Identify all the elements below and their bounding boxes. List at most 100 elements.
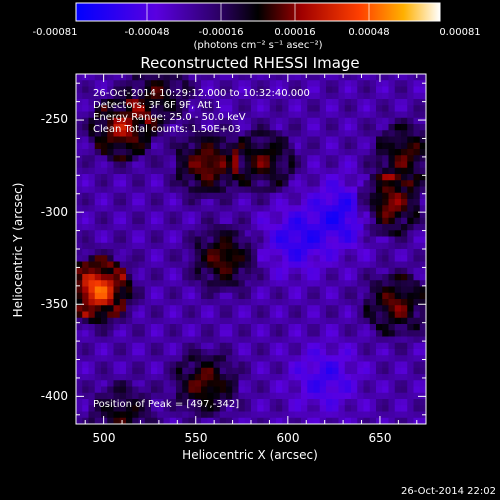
heatmap-cell xyxy=(413,105,421,112)
heatmap-cell xyxy=(138,105,146,112)
heatmap-cell xyxy=(113,299,121,306)
heatmap-cell xyxy=(307,99,314,106)
heatmap-cell xyxy=(388,261,396,269)
heatmap-cell xyxy=(182,167,189,175)
heatmap-cell xyxy=(194,380,202,387)
heatmap-cell xyxy=(394,311,402,319)
heatmap-cell xyxy=(226,86,233,94)
heatmap-cell xyxy=(107,186,114,194)
heatmap-cell xyxy=(207,124,214,131)
heatmap-cell xyxy=(182,249,189,256)
heatmap-cell xyxy=(226,411,233,419)
heatmap-cell xyxy=(394,80,402,87)
heatmap-cell xyxy=(419,361,427,369)
heatmap-cell xyxy=(151,111,158,119)
heatmap-cell xyxy=(126,417,133,425)
heatmap-cell xyxy=(82,305,89,312)
heatmap-cell xyxy=(238,74,246,81)
heatmap-cell xyxy=(388,405,396,412)
heatmap-cell xyxy=(219,380,227,387)
heatmap-cell xyxy=(282,142,289,150)
heatmap-cell xyxy=(251,299,258,306)
heatmap-cell xyxy=(238,342,246,350)
heatmap-cell xyxy=(263,167,271,175)
heatmap-cell xyxy=(194,180,202,187)
heatmap-cell xyxy=(263,80,271,87)
heatmap-cell xyxy=(332,74,339,81)
heatmap-cell xyxy=(363,355,371,362)
heatmap-cell xyxy=(194,399,202,406)
heatmap-cell xyxy=(407,392,414,400)
heatmap-cell xyxy=(301,417,308,425)
heatmap-cell xyxy=(119,192,127,200)
heatmap-cell xyxy=(213,211,221,219)
heatmap-cell xyxy=(319,155,327,162)
heatmap-cell xyxy=(76,99,83,106)
heatmap-cell xyxy=(201,105,208,112)
heatmap-cell xyxy=(88,249,96,256)
heatmap-cell xyxy=(307,86,314,94)
heatmap-cell xyxy=(338,249,346,256)
heatmap-cell xyxy=(307,74,314,81)
heatmap-cell xyxy=(369,124,377,131)
heatmap-cell xyxy=(301,336,308,344)
heatmap-cell xyxy=(157,267,164,275)
heatmap-cell xyxy=(257,74,264,81)
heatmap-cell xyxy=(232,230,239,237)
heatmap-cell xyxy=(326,405,333,412)
heatmap-cell xyxy=(132,367,139,375)
heatmap-cell xyxy=(107,324,114,331)
heatmap-cell xyxy=(238,292,246,300)
heatmap-cell xyxy=(363,80,371,87)
heatmap-cell xyxy=(332,155,339,162)
heatmap-cell xyxy=(151,80,158,87)
heatmap-cell xyxy=(376,286,383,294)
heatmap-cell xyxy=(157,149,164,156)
heatmap-cell xyxy=(88,117,96,125)
heatmap-cell xyxy=(76,242,83,250)
heatmap-cell xyxy=(301,211,308,219)
heatmap-cell xyxy=(126,361,133,369)
heatmap-cell xyxy=(263,386,271,394)
heatmap-cell xyxy=(344,224,352,231)
heatmap-cell xyxy=(401,155,408,162)
heatmap-cell xyxy=(294,299,302,306)
heatmap-cell xyxy=(301,367,308,375)
heatmap-cell xyxy=(301,199,308,206)
heatmap-cell xyxy=(288,205,296,212)
heatmap-cell xyxy=(113,99,121,106)
heatmap-cell xyxy=(244,142,252,150)
heatmap-cell xyxy=(144,405,152,412)
heatmap-cell xyxy=(182,205,189,212)
heatmap-cell xyxy=(119,292,127,300)
heatmap-cell xyxy=(307,280,314,287)
heatmap-cell xyxy=(169,174,177,181)
heatmap-cell xyxy=(388,205,396,212)
heatmap-cell xyxy=(169,280,177,287)
heatmap-cell xyxy=(294,342,302,350)
heatmap-cell xyxy=(132,192,139,200)
heatmap-cell xyxy=(88,330,96,337)
heatmap-cell xyxy=(169,130,177,137)
heatmap-cell xyxy=(144,255,152,262)
heatmap-cell xyxy=(151,317,158,325)
heatmap-cell xyxy=(226,124,233,131)
heatmap-cell xyxy=(126,399,133,406)
heatmap-cell xyxy=(201,267,208,275)
heatmap-cell xyxy=(332,192,339,200)
heatmap-cell xyxy=(138,149,146,156)
heatmap-cell xyxy=(257,324,264,331)
heatmap-cell xyxy=(182,399,189,406)
heatmap-cell xyxy=(338,261,346,269)
heatmap-cell xyxy=(319,242,327,250)
heatmap-cell xyxy=(194,174,202,181)
heatmap-cell xyxy=(88,267,96,275)
heatmap-cell xyxy=(163,142,171,150)
heatmap-cell xyxy=(126,336,133,344)
heatmap-cell xyxy=(88,405,96,412)
heatmap-cell xyxy=(207,324,214,331)
heatmap-cell xyxy=(76,199,83,206)
heatmap-cell xyxy=(319,274,327,281)
heatmap-cell xyxy=(376,386,383,394)
heatmap-cell xyxy=(332,305,339,312)
